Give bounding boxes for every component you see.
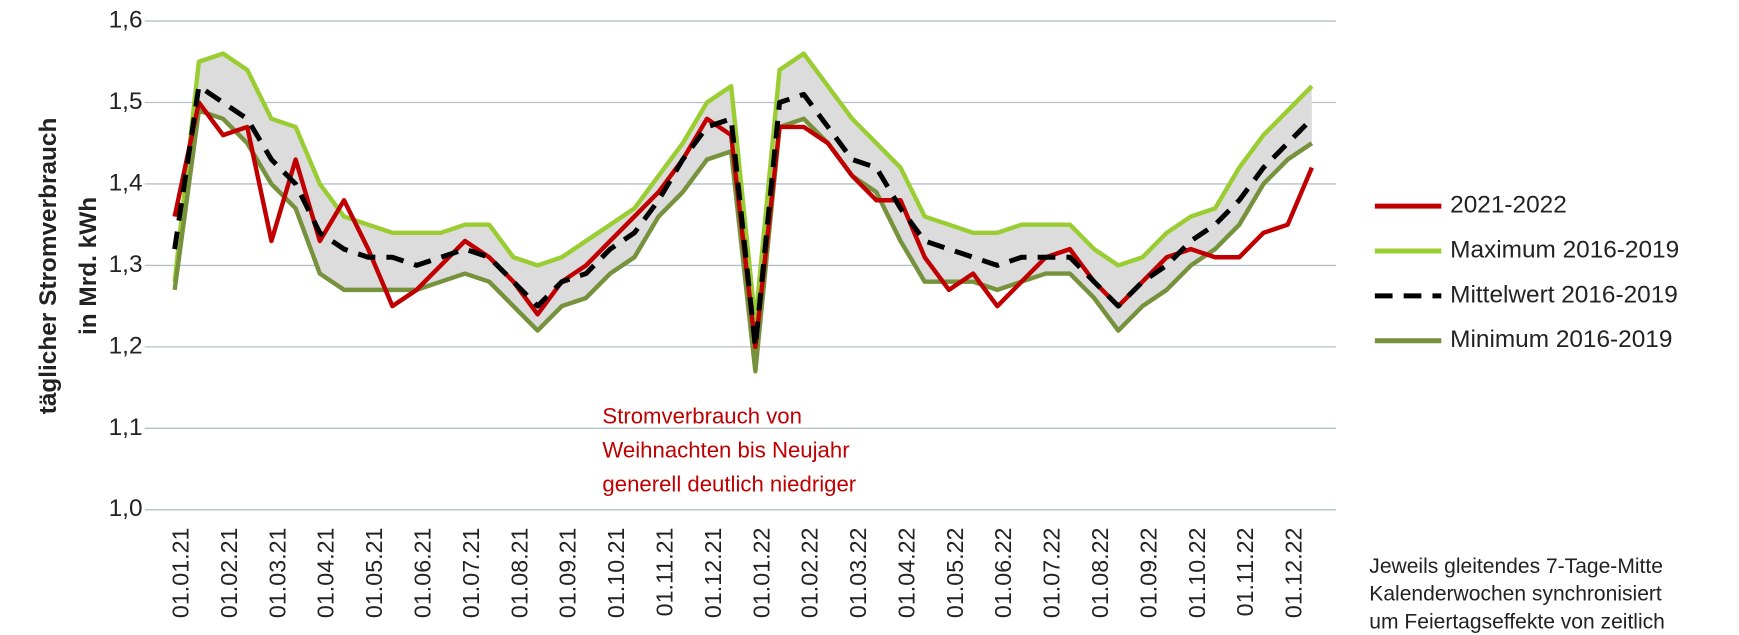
- series-line: [172, 83, 1314, 350]
- x-tick-label: 01.11.21: [651, 528, 677, 617]
- x-tick-label: 01.09.21: [555, 528, 581, 619]
- x-tick-label: 01.01.22: [748, 528, 774, 619]
- y-tick-label: 1,2: [109, 332, 143, 359]
- series-line: [172, 108, 1314, 374]
- x-tick-label: 01.04.21: [313, 528, 339, 619]
- x-tick-label: 01.08.22: [1087, 528, 1113, 619]
- legend-label: 2021-2022: [1450, 192, 1567, 219]
- legend-label: Mittelwert 2016-2019: [1450, 281, 1678, 308]
- x-tick-label: 01.10.21: [603, 528, 629, 619]
- x-tick-label: 01.02.21: [216, 528, 242, 619]
- y-tick-label: 1,4: [109, 169, 143, 196]
- y-tick-label: 1,5: [109, 88, 143, 115]
- y-tick-label: 1,6: [109, 6, 143, 33]
- x-tick-label: 01.06.21: [410, 528, 436, 619]
- annotation: generell deutlich niedriger: [602, 471, 856, 496]
- legend-label: Maximum 2016-2019: [1450, 236, 1679, 263]
- x-tick-label: 01.06.22: [990, 528, 1016, 619]
- x-tick-label: 01.05.22: [942, 528, 968, 619]
- annotation: Weihnachten bis Neujahr: [602, 437, 850, 462]
- x-tick-label: 01.02.22: [797, 528, 823, 619]
- y-axis-label: in Mrd. kWh: [75, 197, 102, 335]
- x-tick-label: 01.07.22: [1039, 528, 1065, 619]
- note: um Feiertagseffekte von zeitlich: [1369, 610, 1665, 633]
- note: Jeweils gleitendes 7-Tage-Mitte: [1369, 555, 1663, 578]
- x-tick-label: 01.05.21: [361, 528, 387, 619]
- y-tick-label: 1,0: [109, 495, 143, 522]
- y-tick-label: 1,1: [109, 414, 143, 441]
- note: Kalenderwochen synchronisiert: [1369, 583, 1662, 606]
- x-tick-label: 01.12.21: [700, 528, 726, 619]
- y-tick-label: 1,3: [109, 251, 143, 278]
- x-tick-label: 01.12.22: [1281, 528, 1307, 619]
- x-tick-label: 01.10.22: [1184, 528, 1210, 619]
- legend-label: Minimum 2016-2019: [1450, 326, 1672, 353]
- x-tick-label: 01.03.21: [264, 528, 290, 619]
- x-tick-label: 01.01.21: [168, 528, 194, 619]
- x-tick-label: 01.03.22: [845, 528, 871, 619]
- series-line: [172, 51, 1314, 325]
- x-tick-label: 01.11.22: [1232, 528, 1258, 617]
- x-tick-label: 01.07.21: [458, 528, 484, 619]
- y-axis-label: täglicher Stromverbrauch: [35, 118, 62, 415]
- x-tick-label: 01.08.21: [506, 528, 532, 619]
- annotation: Stromverbrauch von: [602, 404, 801, 429]
- x-tick-label: 01.09.22: [1135, 528, 1161, 619]
- x-tick-label: 01.04.22: [893, 528, 919, 619]
